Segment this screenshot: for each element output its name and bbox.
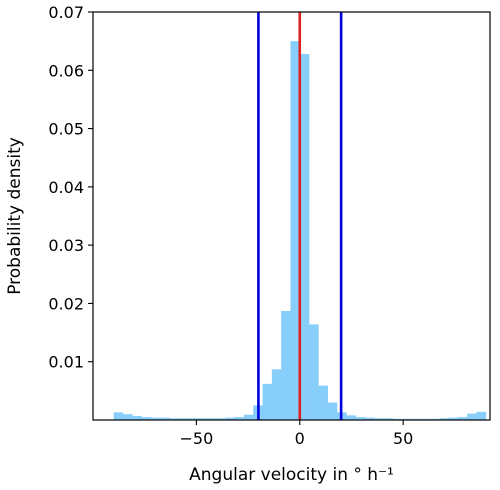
y-tick-label: 0.01	[48, 353, 84, 372]
y-tick-label: 0.02	[48, 294, 84, 313]
x-axis-ticks: −50 0 50	[180, 420, 413, 448]
x-tick-label: −50	[180, 429, 214, 448]
histogram-bar-6	[169, 418, 180, 420]
y-axis-label: Probability density	[5, 137, 25, 295]
histogram-bar-7	[178, 418, 189, 420]
histogram-bar-38	[467, 413, 477, 420]
histogram-bar-29	[383, 418, 394, 420]
histogram-bar-10	[206, 418, 217, 420]
histogram-bar-22	[318, 385, 328, 420]
x-tick-label: 50	[393, 429, 413, 448]
histogram-bar-9	[197, 418, 208, 420]
histogram-bar-8	[188, 418, 198, 420]
histogram-bar-3	[141, 417, 152, 420]
histogram-bar-2	[132, 415, 142, 420]
y-tick-label: 0.04	[48, 178, 84, 197]
y-tick-label: 0.03	[48, 236, 84, 255]
histogram-bar-27	[364, 417, 375, 420]
histogram-bar-18	[281, 311, 291, 420]
histogram-bar-23	[327, 402, 338, 420]
y-tick-label: 0.05	[48, 120, 84, 139]
histogram-bar-26	[355, 417, 366, 420]
plot-frame	[92, 11, 491, 421]
y-tick-label: 0.07	[48, 3, 84, 22]
histogram-bar-4	[150, 417, 161, 420]
y-tick-label: 0.06	[48, 61, 84, 80]
histogram-bar-35	[439, 418, 449, 420]
x-tick-label: 0	[295, 429, 305, 448]
x-axis-label: Angular velocity in ° h⁻¹	[189, 465, 394, 485]
histogram-bar-19	[290, 41, 301, 420]
histogram-bar-16	[262, 383, 273, 420]
histogram-bar-20	[299, 53, 310, 420]
reference-lines	[257, 12, 343, 420]
histogram-bar-39	[476, 411, 487, 420]
histogram-bar-11	[216, 418, 226, 420]
histogram-bar-21	[309, 324, 319, 420]
histogram-bar-12	[225, 417, 235, 420]
y-axis-ticks: 0.01 0.02 0.03 0.04 0.05 0.06 0.07	[48, 3, 93, 372]
histogram-bar-28	[374, 418, 384, 420]
histogram-bar-36	[448, 417, 459, 420]
histogram-bar-5	[160, 417, 170, 420]
histogram-bar-0	[113, 412, 124, 420]
histogram-bar-1	[122, 414, 133, 420]
histogram-bar-13	[234, 417, 245, 420]
histogram-bar-25	[346, 415, 356, 420]
histogram-bar-37	[457, 417, 468, 420]
histogram-bar-17	[271, 369, 282, 420]
histogram-bar-14	[243, 414, 254, 420]
